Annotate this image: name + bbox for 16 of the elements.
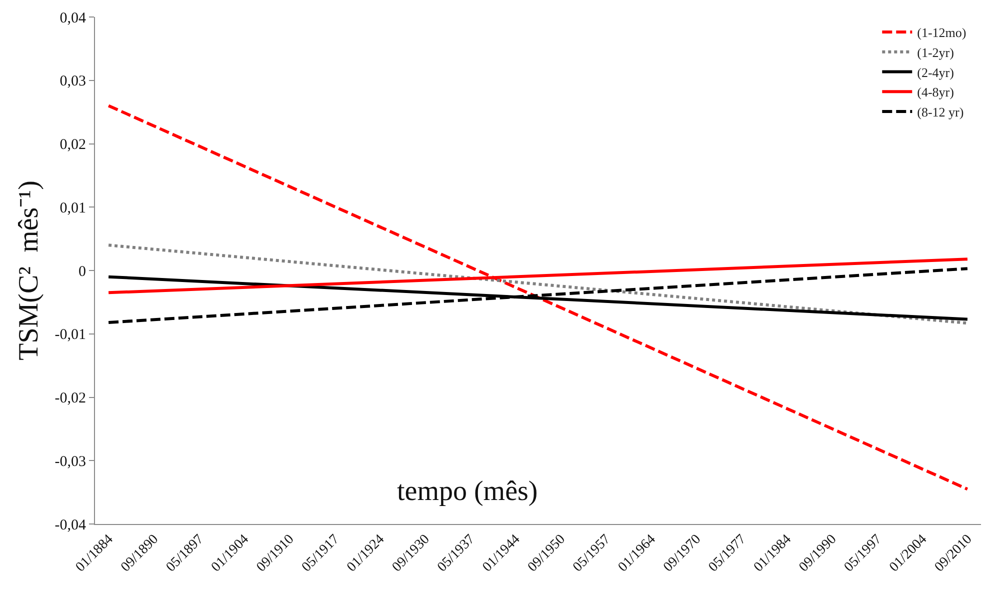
- y-tick-label: -0,03: [54, 454, 86, 470]
- legend-label: (8-12 yr): [917, 104, 964, 120]
- x-axis-title: tempo (mês): [397, 476, 538, 507]
- y-tick-label: 0: [78, 264, 86, 280]
- y-tick-label: 0,02: [60, 137, 86, 153]
- y-tick-label: -0,04: [54, 517, 86, 534]
- legend-label: (1-12mo): [917, 25, 966, 40]
- y-axis-title: TSM(C² mês⁻¹): [13, 180, 44, 360]
- legend-label: (2-4yr): [917, 64, 954, 80]
- y-tick-label: 0,01: [60, 200, 86, 216]
- y-tick-label: -0,02: [54, 390, 86, 406]
- y-tick-label: 0,04: [60, 10, 86, 26]
- y-tick-label: -0,01: [54, 327, 86, 344]
- legend-label: (4-8yr): [917, 84, 954, 100]
- legend-label: (1-2yr): [917, 44, 954, 60]
- y-tick-label: 0,03: [60, 74, 86, 90]
